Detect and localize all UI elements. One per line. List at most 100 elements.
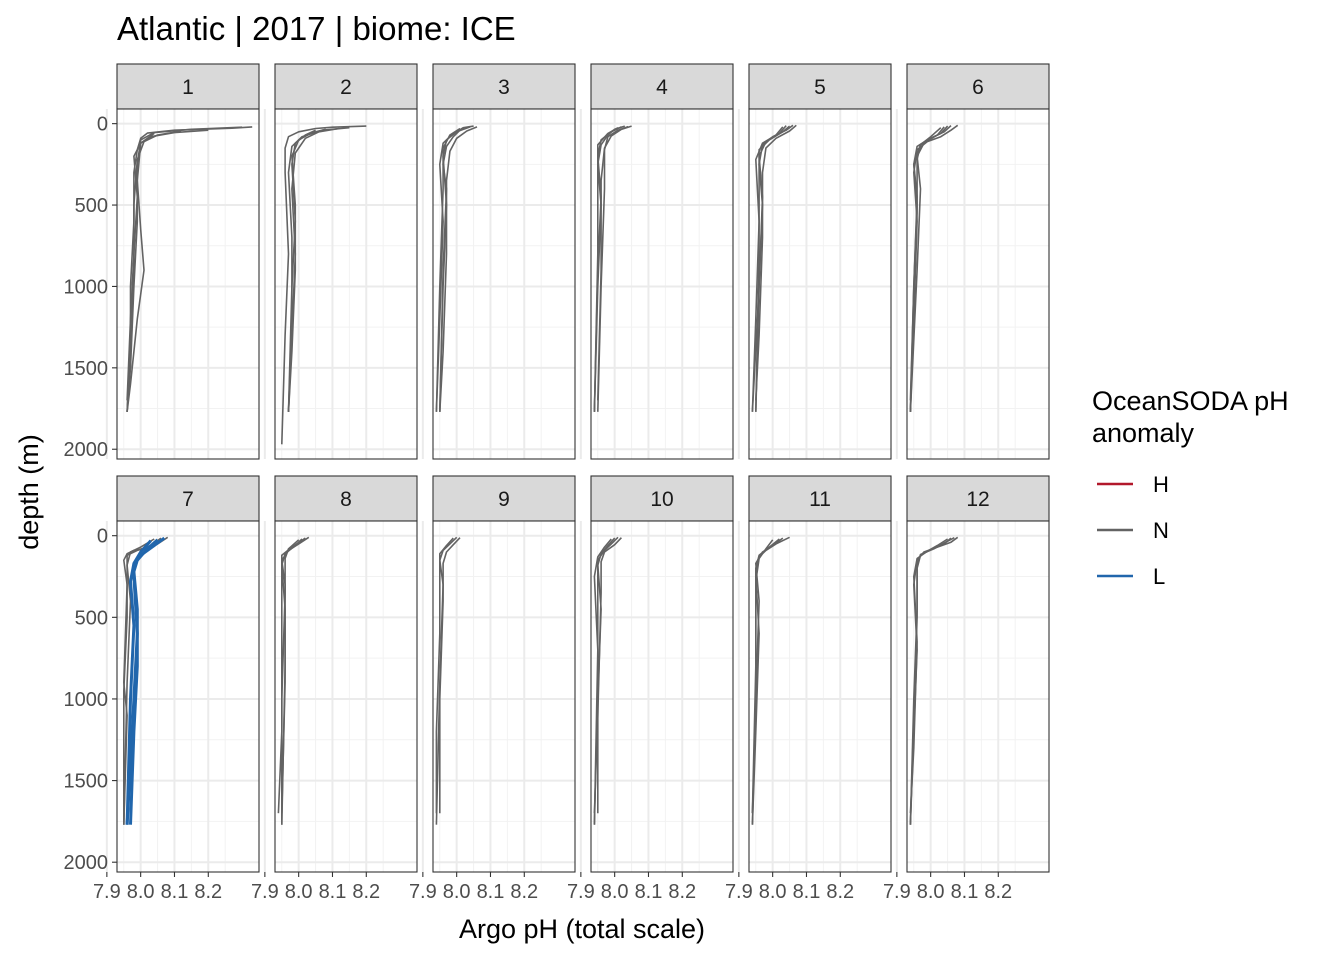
- y-tick-label: 1000: [64, 689, 109, 711]
- panel-border: [116, 108, 260, 460]
- panel-background: [749, 109, 891, 459]
- facet-strip-label: 6: [972, 76, 984, 99]
- profile-line-N: [593, 538, 612, 825]
- facet-strip-label: 4: [656, 76, 668, 99]
- panel-background: [591, 109, 733, 459]
- facet-panel-1: 1 0 500 1000 1500 2000: [64, 63, 260, 461]
- facet-strip: [590, 475, 734, 522]
- x-tick-label: 7.9: [409, 881, 437, 903]
- facet-strip-label: 3: [498, 76, 510, 99]
- x-tick-label: 7.9: [567, 881, 595, 903]
- profile-line-N: [751, 538, 780, 814]
- facet-strip: [748, 475, 892, 522]
- y-tick-label: 2000: [64, 852, 109, 874]
- x-tick-label: 8.2: [194, 881, 222, 903]
- chart-title: Atlantic | 2017 | biome: ICE: [117, 10, 516, 47]
- x-tick-label: 8.1: [477, 881, 505, 903]
- panel-background: [907, 521, 1049, 872]
- profile-line-N: [593, 127, 619, 412]
- profile-line-N: [909, 536, 955, 825]
- y-tick-label: 500: [75, 607, 108, 629]
- profile-line-N: [909, 127, 942, 401]
- y-tick-label: 0: [97, 114, 108, 136]
- profile-line-N: [439, 537, 461, 814]
- facet-panel-9: 9 7.9 8.0 8.1 8.2: [409, 475, 576, 903]
- panel-border: [590, 520, 734, 873]
- panel-background: [433, 521, 575, 872]
- y-tick-label: 2000: [64, 439, 109, 461]
- facet-panel-10: 10 7.9 8.0 8.1 8.2: [567, 475, 734, 903]
- panel-border: [590, 108, 734, 460]
- facet-strip-label: 12: [966, 488, 989, 511]
- facet-strip: [432, 475, 576, 522]
- facet-panel-3: 3: [421, 63, 576, 460]
- x-tick-label: 7.9: [725, 881, 753, 903]
- facet-panel-8: 8 7.9 8.0 8.1 8.2: [251, 475, 418, 903]
- profile-line-N: [281, 539, 300, 825]
- profile-line-N: [755, 125, 787, 412]
- panel-border: [432, 520, 576, 873]
- panel-border: [116, 520, 260, 873]
- facet-strip-label: 1: [182, 76, 194, 99]
- x-tick-label: 8.1: [793, 881, 821, 903]
- panel-border: [748, 520, 892, 873]
- legend: OceanSODA pH anomaly HNL: [1092, 386, 1289, 589]
- x-tick-label: 7.9: [93, 881, 121, 903]
- facet-panel-4: 4: [579, 63, 734, 460]
- facet-strip: [432, 63, 576, 110]
- x-tick-label: 8.1: [635, 881, 663, 903]
- legend-title-line-2: anomaly: [1092, 418, 1195, 448]
- panel-border: [432, 108, 576, 460]
- panel-background: [275, 521, 417, 872]
- x-tick-label: 8.1: [319, 881, 347, 903]
- facet-strip: [116, 63, 260, 110]
- x-tick-label: 8.0: [443, 881, 471, 903]
- x-tick-label: 8.0: [917, 881, 945, 903]
- profile-line-L: [129, 538, 159, 825]
- x-tick-label: 7.9: [251, 881, 279, 903]
- facet-strip-label: 11: [809, 488, 831, 511]
- profile-line-N: [287, 127, 340, 412]
- panel-border: [274, 520, 418, 873]
- panel-background: [275, 109, 417, 459]
- profile-line-N: [597, 125, 632, 401]
- profile-line-N: [751, 539, 774, 814]
- y-tick-label: 500: [75, 195, 108, 217]
- profile-line-N: [909, 538, 949, 814]
- x-axis-title: Argo pH (total scale): [459, 914, 705, 944]
- y-tick-label: 1500: [64, 358, 109, 380]
- profile-line-N: [123, 538, 155, 825]
- facet-strip-label: 9: [498, 488, 510, 511]
- facet-panel-12: 12 7.9 8.0 8.1 8.2: [883, 475, 1050, 903]
- profile-line-N: [435, 127, 461, 412]
- x-tick-label: 8.0: [601, 881, 629, 903]
- profile-line-N: [126, 132, 155, 401]
- y-axis-title: depth (m): [14, 434, 44, 550]
- profile-line-N: [755, 124, 797, 401]
- legend-label-L: L: [1153, 564, 1165, 589]
- facet-strip-label: 5: [814, 76, 826, 99]
- profile-line-N: [281, 125, 367, 445]
- facet-panel-2: 2: [263, 63, 418, 460]
- profile-line-N: [751, 126, 784, 412]
- panel-border: [906, 108, 1050, 460]
- facet-strip: [906, 475, 1050, 522]
- profile-line-N: [287, 129, 316, 412]
- panel-background: [749, 521, 891, 872]
- profile-line-L: [125, 539, 152, 825]
- legend-label-H: H: [1153, 472, 1169, 497]
- x-tick-label: 8.0: [759, 881, 787, 903]
- x-tick-label: 8.1: [161, 881, 189, 903]
- x-tick-label: 8.0: [127, 881, 155, 903]
- legend-label-N: N: [1153, 518, 1169, 543]
- facet-strip-label: 7: [182, 488, 194, 511]
- facet-panel-6: 6: [895, 63, 1050, 460]
- y-tick-label: 1000: [64, 276, 109, 298]
- facet-strip: [274, 63, 418, 110]
- x-tick-label: 8.2: [668, 881, 696, 903]
- y-tick-label: 0: [97, 526, 108, 548]
- facet-strip: [906, 63, 1050, 110]
- facet-panel-7: 7 0 500 1000 1500 2000 7.9 8.0 8.1 8.2: [64, 475, 260, 903]
